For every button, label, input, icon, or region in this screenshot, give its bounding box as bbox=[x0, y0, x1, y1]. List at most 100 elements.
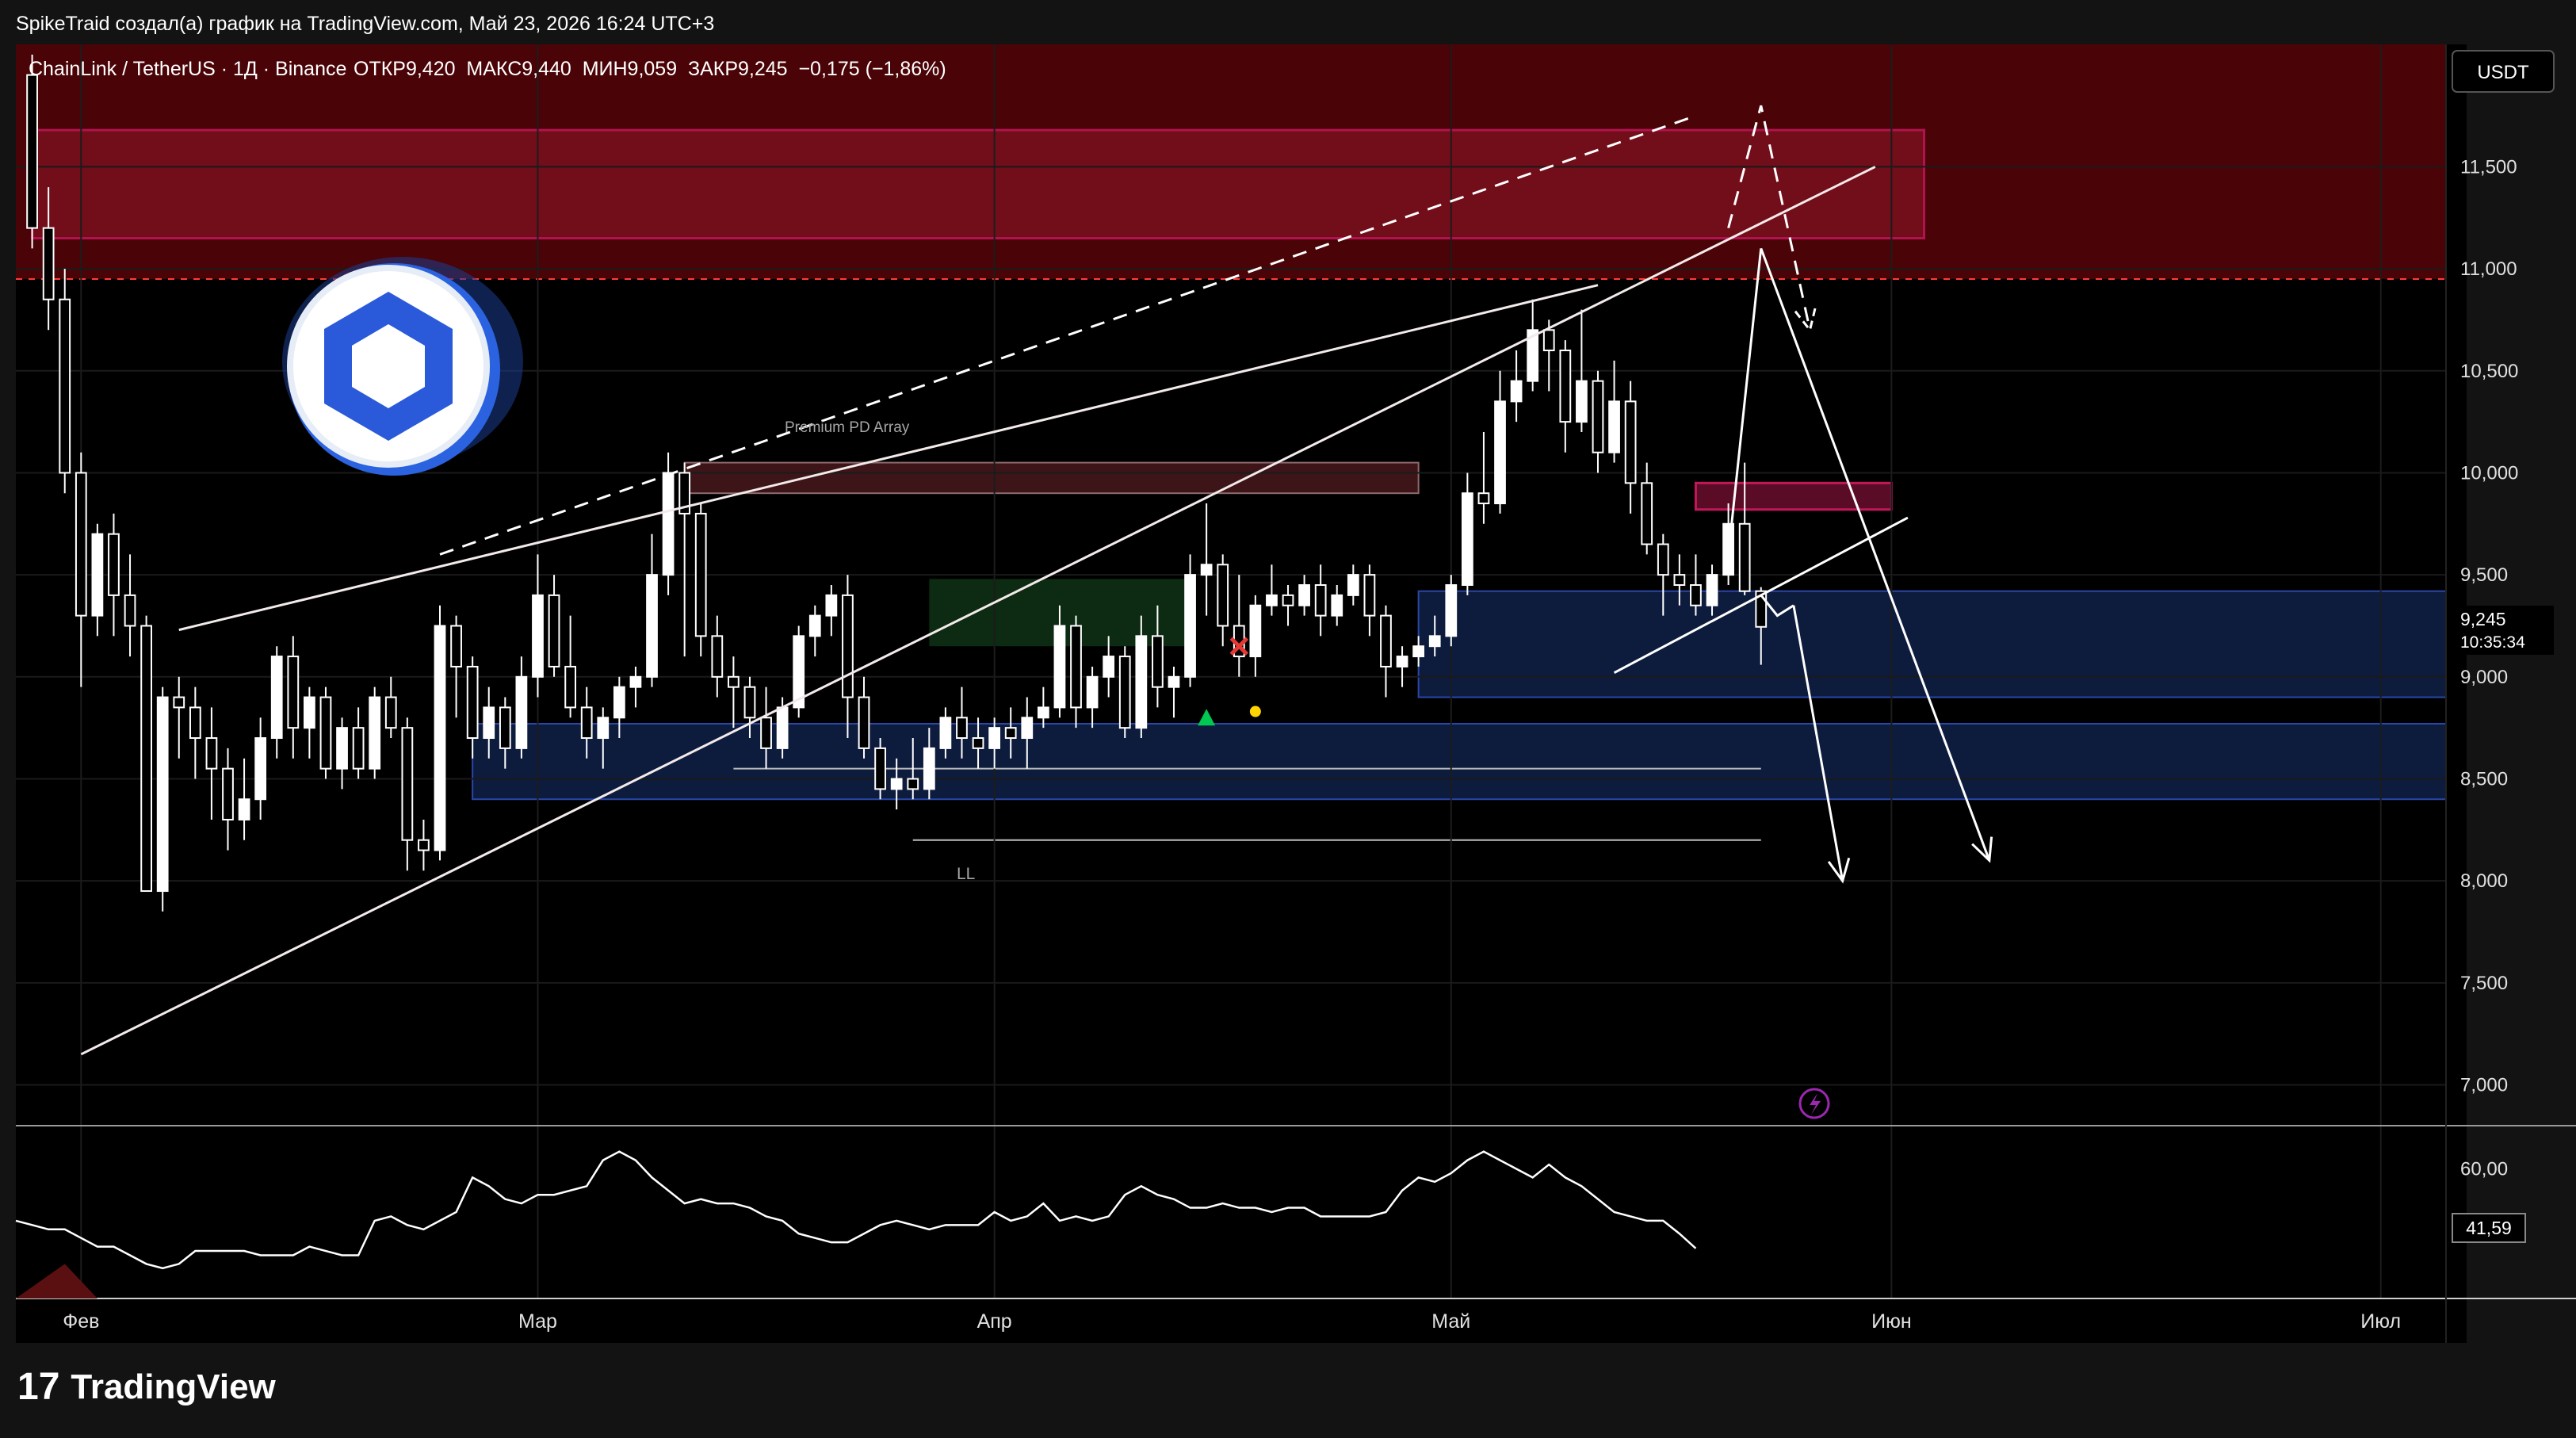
y-tick-label-3: 8,500 bbox=[2460, 768, 2508, 790]
candle-body-89 bbox=[1477, 492, 1490, 505]
chainlink-logo-icon bbox=[282, 257, 523, 476]
candle-body-19 bbox=[336, 727, 348, 770]
candle-body-14 bbox=[254, 737, 267, 801]
candle-body-59 bbox=[988, 727, 1001, 749]
candle-body-41 bbox=[694, 512, 707, 637]
candle-body-26 bbox=[450, 625, 462, 667]
candle-body-66 bbox=[1103, 656, 1115, 678]
candle-body-25 bbox=[434, 625, 446, 851]
candle-body-30 bbox=[515, 675, 528, 749]
x-tick-label-0: Фев bbox=[63, 1310, 99, 1333]
price-label-box: 9,245 10:35:34 bbox=[2452, 606, 2554, 655]
drawing-line-1 bbox=[178, 284, 1599, 632]
zone-demand-4 bbox=[472, 723, 2447, 801]
currency-button[interactable]: USDT bbox=[2452, 50, 2555, 93]
y-tick-label-4: 9,000 bbox=[2460, 667, 2508, 688]
candle-body-91 bbox=[1510, 380, 1523, 403]
tradingview-logo[interactable]: 17 TradingView bbox=[17, 1365, 276, 1409]
candle-body-49 bbox=[825, 594, 838, 617]
candle-body-67 bbox=[1118, 656, 1131, 729]
candle-body-87 bbox=[1445, 584, 1458, 637]
grid-layer bbox=[16, 44, 2446, 1298]
candle-body-65 bbox=[1086, 675, 1099, 709]
candle-body-102 bbox=[1690, 584, 1702, 606]
candle-body-6 bbox=[124, 594, 136, 627]
candle-body-24 bbox=[418, 839, 430, 851]
y-tick-label-5: 9,500 bbox=[2460, 564, 2508, 586]
candle-body-51 bbox=[858, 696, 870, 749]
candle-body-36 bbox=[613, 686, 625, 719]
candle-body-33 bbox=[564, 665, 577, 709]
rsi-pane bbox=[15, 1125, 2576, 1299]
candle-body-10 bbox=[189, 706, 201, 740]
candle-body-5 bbox=[108, 533, 120, 596]
candle-body-81 bbox=[1347, 574, 1359, 596]
candle-body-61 bbox=[1021, 717, 1034, 740]
drawing-line-4 bbox=[1727, 248, 1763, 555]
candle-body-94 bbox=[1559, 350, 1572, 423]
candle-body-95 bbox=[1576, 380, 1588, 423]
ll-label: LL bbox=[957, 865, 975, 883]
candle-body-32 bbox=[548, 594, 560, 667]
candle-body-92 bbox=[1527, 329, 1539, 382]
symbol-title: ChainLink / TetherUS · 1Д · Binance bbox=[29, 58, 346, 80]
candle-body-48 bbox=[808, 614, 821, 637]
candle-body-28 bbox=[483, 706, 495, 740]
candle-body-44 bbox=[743, 686, 756, 719]
y-tick-label-0: 7,000 bbox=[2460, 1075, 2508, 1096]
candle-body-78 bbox=[1298, 584, 1310, 606]
candle-body-13 bbox=[238, 798, 250, 820]
candle-body-50 bbox=[842, 594, 854, 698]
alert-icon[interactable] bbox=[1798, 1088, 1830, 1119]
candle-body-29 bbox=[499, 706, 511, 749]
drawing-line-6 bbox=[1792, 605, 1844, 882]
candle-body-4 bbox=[91, 533, 104, 617]
ohlc-readout: ОТКР9,420 МАКС9,440 МИН9,059 ЗАКР9,245 −… bbox=[354, 58, 946, 80]
last-price-label: 9,245 bbox=[2460, 609, 2506, 629]
candle-body-64 bbox=[1070, 625, 1082, 709]
y-tick-label-8: 11,000 bbox=[2460, 258, 2517, 280]
candle-body-90 bbox=[1494, 400, 1506, 505]
zone-demand-5 bbox=[1417, 590, 2447, 698]
candle-body-57 bbox=[956, 717, 968, 740]
candle-body-101 bbox=[1673, 574, 1686, 587]
axes-layer: 7,000 7,500 8,000 8,500 9,000 9,500 10,000 10,5… bbox=[63, 44, 2518, 1343]
candle-body-98 bbox=[1624, 400, 1637, 484]
drawings-layer bbox=[80, 105, 1993, 1056]
drawing-line-8 bbox=[1727, 105, 1811, 331]
candle-body-63 bbox=[1053, 625, 1066, 709]
y-tick-label-7: 10,500 bbox=[2460, 361, 2518, 382]
candle-body-53 bbox=[890, 778, 903, 790]
rsi-last-value: 41,59 bbox=[2466, 1218, 2512, 1238]
candle-body-73 bbox=[1217, 564, 1229, 627]
candle-body-75 bbox=[1249, 604, 1262, 658]
candle-body-71 bbox=[1184, 574, 1196, 678]
tradingview-wordmark: TradingView bbox=[71, 1367, 276, 1406]
candle-body-68 bbox=[1135, 635, 1148, 729]
candle-body-9 bbox=[173, 696, 185, 709]
y-tick-label-1: 7,500 bbox=[2460, 973, 2508, 994]
drawing-line-2 bbox=[439, 114, 1696, 556]
candle-body-88 bbox=[1461, 492, 1473, 586]
zone-resistance-small-3 bbox=[1694, 481, 1893, 511]
candle-body-54 bbox=[907, 778, 919, 790]
candle-body-21 bbox=[369, 696, 381, 770]
candle-body-60 bbox=[1004, 727, 1017, 740]
candle-body-76 bbox=[1266, 594, 1278, 606]
candle-body-43 bbox=[728, 675, 740, 688]
x-tick-label-1: Мар bbox=[518, 1310, 557, 1333]
candle-body-15 bbox=[270, 656, 283, 740]
chart-credit: SpikeTraid создал(а) график на TradingVi… bbox=[16, 13, 715, 35]
candle-body-18 bbox=[319, 696, 332, 770]
candle-body-27 bbox=[466, 665, 479, 740]
rsi-tick-label: 60,00 bbox=[2460, 1159, 2508, 1180]
candles-layer bbox=[26, 54, 1768, 912]
marker-x-2 bbox=[1229, 637, 1249, 656]
candle-body-93 bbox=[1542, 329, 1555, 352]
drawing-line-5 bbox=[1760, 247, 1991, 861]
candle-body-1 bbox=[42, 227, 55, 300]
rsi-oversold-fill bbox=[16, 1264, 97, 1298]
candle-body-37 bbox=[629, 675, 642, 688]
marker-triangle-0 bbox=[1198, 709, 1216, 726]
